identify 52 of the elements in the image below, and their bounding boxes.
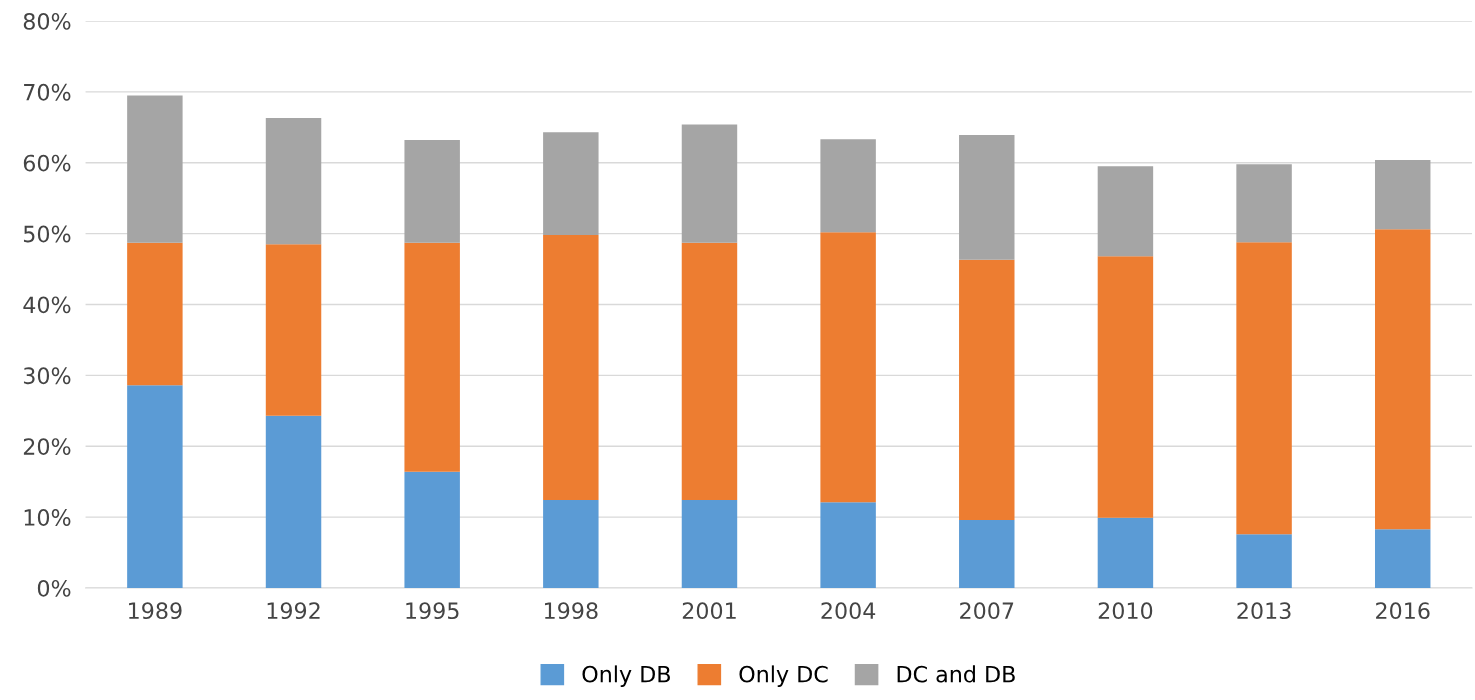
x-tick-label: 1989 bbox=[129, 602, 182, 620]
bar bbox=[265, 244, 322, 416]
bar bbox=[265, 415, 322, 588]
bar bbox=[681, 242, 738, 501]
y-tick-label: 30% bbox=[23, 367, 71, 385]
x-tick-label: 2004 bbox=[821, 602, 876, 620]
bar bbox=[1375, 529, 1431, 588]
bar bbox=[265, 118, 322, 245]
bar bbox=[1236, 534, 1292, 588]
bar bbox=[681, 500, 738, 588]
bar bbox=[127, 242, 183, 386]
bar bbox=[404, 242, 460, 472]
legend-label: Only DB bbox=[582, 665, 670, 687]
bar bbox=[404, 471, 460, 588]
bar bbox=[681, 124, 738, 243]
bar bbox=[1375, 229, 1431, 530]
y-tick-label: 60% bbox=[23, 154, 71, 172]
y-tick-label: 40% bbox=[23, 296, 71, 314]
bar bbox=[1236, 164, 1292, 243]
x-tick-label: 2013 bbox=[1237, 602, 1291, 620]
legend-label: DC and DB bbox=[897, 665, 1015, 683]
bar bbox=[959, 135, 1015, 260]
x-tick-label: 1992 bbox=[267, 602, 320, 620]
bar bbox=[404, 140, 460, 243]
y-tick-label: 0% bbox=[37, 579, 71, 597]
bar bbox=[543, 500, 599, 588]
y-tick-label: 10% bbox=[24, 509, 71, 526]
x-tick-label: 1995 bbox=[406, 602, 459, 620]
y-tick-label: 50% bbox=[23, 225, 71, 243]
bar bbox=[1097, 166, 1154, 257]
bar bbox=[959, 519, 1015, 588]
y-tick-label: 70% bbox=[24, 83, 71, 101]
bar bbox=[1375, 159, 1431, 230]
x-tick-label: 2010 bbox=[1098, 602, 1153, 620]
bar bbox=[820, 232, 876, 503]
legend-label: Only DC bbox=[739, 665, 828, 687]
bar bbox=[1097, 517, 1154, 588]
y-tick-label: 20% bbox=[23, 438, 71, 456]
x-tick-label: 2007 bbox=[960, 602, 1014, 620]
bar bbox=[820, 139, 876, 233]
bar bbox=[959, 259, 1015, 520]
bar bbox=[1097, 256, 1154, 518]
bar bbox=[127, 385, 183, 588]
x-tick-label: 2001 bbox=[682, 602, 736, 620]
bar bbox=[543, 132, 599, 236]
y-tick-label: 80% bbox=[23, 12, 71, 30]
bar bbox=[1236, 242, 1292, 535]
x-tick-label: 1998 bbox=[544, 602, 598, 620]
bar bbox=[127, 95, 183, 243]
x-tick-label: 2016 bbox=[1376, 602, 1430, 620]
bar bbox=[820, 502, 876, 588]
bar bbox=[543, 235, 599, 501]
